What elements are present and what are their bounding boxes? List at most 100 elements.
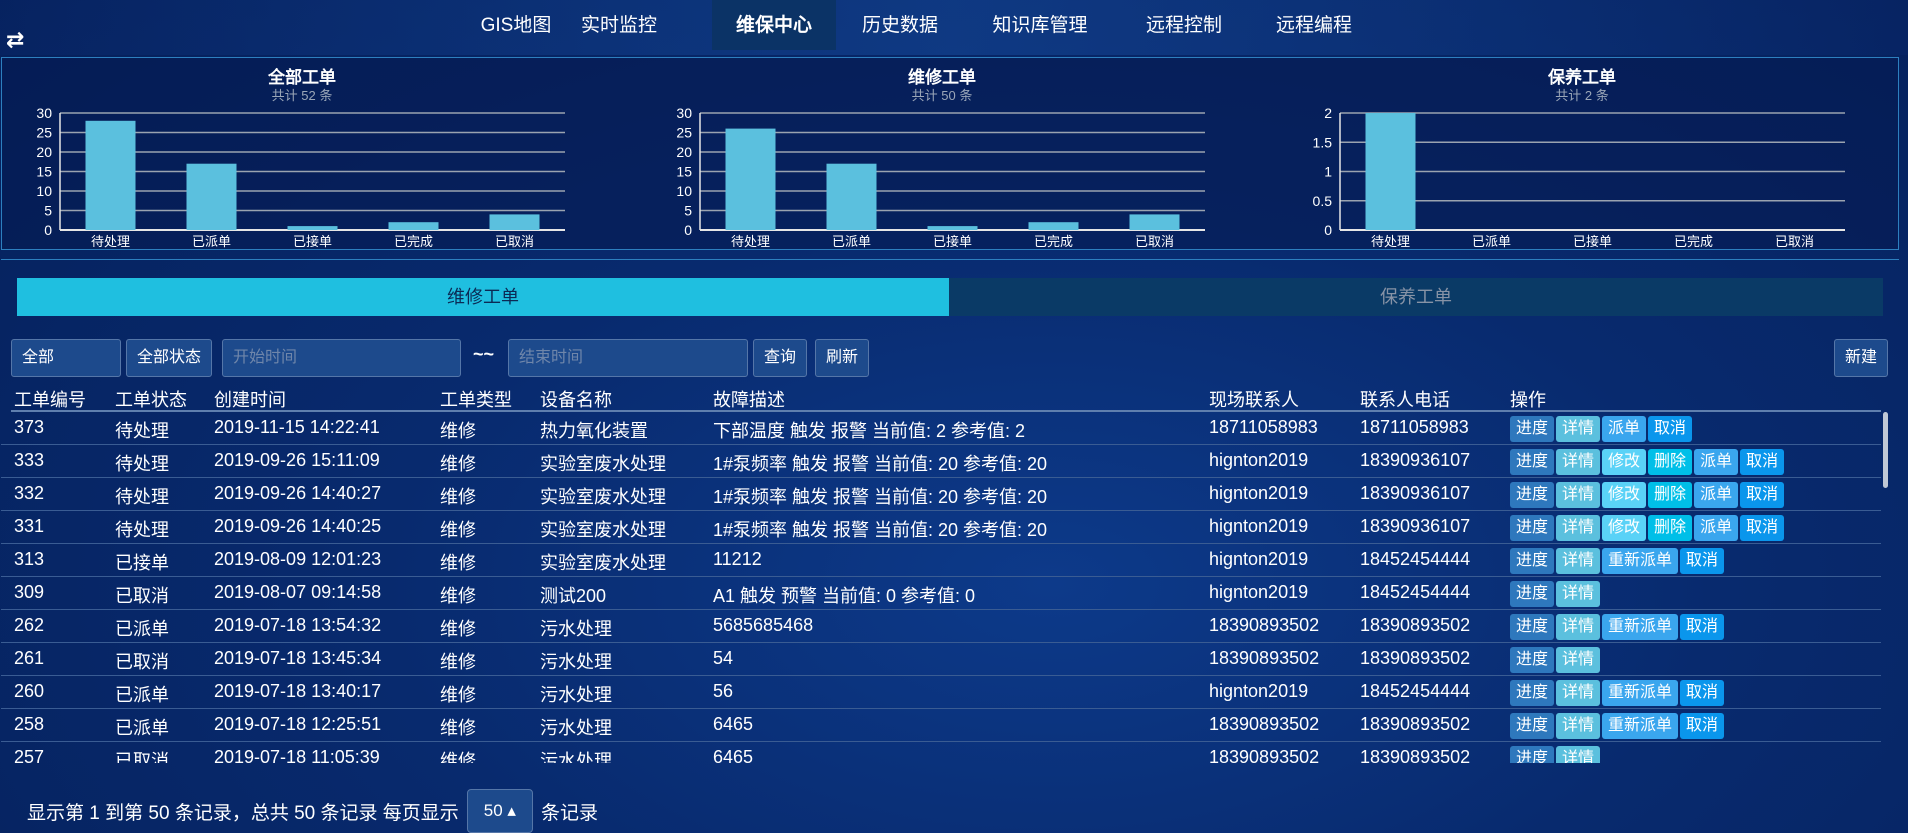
- action-button[interactable]: 进度: [1510, 449, 1555, 475]
- start-time-input[interactable]: 开始时间: [222, 339, 461, 377]
- bar: [1129, 214, 1180, 230]
- new-button[interactable]: 新建: [1834, 339, 1889, 377]
- nav-item[interactable]: 远程控制: [1145, 15, 1222, 36]
- work-order-panel: 维修工单 保养工单 全部 全部状态 开始时间 ~~ 结束时间 查询 刷新 新建 …: [1, 259, 1899, 833]
- type-select[interactable]: 全部: [11, 339, 121, 377]
- table-cell: 待处理: [115, 454, 169, 474]
- action-button[interactable]: 派单: [1694, 482, 1739, 508]
- action-button[interactable]: 取消: [1680, 614, 1725, 640]
- action-button[interactable]: 详情: [1556, 680, 1601, 706]
- action-button[interactable]: 修改: [1602, 515, 1647, 541]
- bar: [489, 214, 540, 230]
- table-cell: 实验室废水处理: [540, 553, 666, 573]
- action-button[interactable]: 派单: [1694, 515, 1739, 541]
- action-button[interactable]: 删除: [1648, 482, 1693, 508]
- end-time-input[interactable]: 结束时间: [508, 339, 748, 377]
- table-cell: 维修: [440, 421, 476, 441]
- y-tick-label: 25: [36, 125, 52, 141]
- table-cell: 已取消: [115, 652, 169, 672]
- action-button[interactable]: 取消: [1680, 713, 1725, 739]
- column-header: 工单类型: [440, 390, 512, 410]
- action-button[interactable]: 重新派单: [1602, 548, 1679, 574]
- nav-item[interactable]: 实时监控: [580, 15, 657, 36]
- action-button[interactable]: 详情: [1556, 713, 1601, 739]
- action-button[interactable]: 修改: [1602, 449, 1647, 475]
- row-actions: 进度 详情 重新派单 取消: [1510, 680, 1725, 706]
- scrollbar[interactable]: [1883, 412, 1888, 488]
- action-button[interactable]: 进度: [1510, 713, 1555, 739]
- action-button[interactable]: 取消: [1740, 515, 1785, 541]
- table-cell: 已派单: [115, 685, 169, 705]
- table-cell: 维修: [440, 718, 476, 738]
- action-button[interactable]: 取消: [1648, 416, 1693, 442]
- bar: [1028, 222, 1079, 230]
- table-cell: 18711058983: [1209, 417, 1318, 437]
- nav-item[interactable]: GIS地图: [480, 15, 552, 36]
- tab-repair[interactable]: 维修工单: [17, 278, 949, 316]
- action-button[interactable]: 取消: [1740, 482, 1785, 508]
- action-button[interactable]: 派单: [1694, 449, 1739, 475]
- y-tick-label: 5: [44, 203, 52, 219]
- action-button[interactable]: 取消: [1680, 548, 1725, 574]
- action-button[interactable]: 详情: [1556, 548, 1601, 574]
- table-cell: 污水处理: [540, 751, 612, 763]
- y-tick-label: 30: [36, 105, 52, 121]
- table-cell: 261: [14, 648, 45, 668]
- status-select[interactable]: 全部状态: [126, 339, 213, 377]
- action-button[interactable]: 进度: [1510, 416, 1555, 442]
- bar: [85, 120, 136, 230]
- action-button[interactable]: 详情: [1556, 647, 1601, 673]
- x-tick-label: 已接单: [1573, 234, 1612, 248]
- nav-item[interactable]: 历史数据: [861, 15, 938, 36]
- table-cell: 309: [14, 582, 45, 602]
- refresh-button[interactable]: 刷新: [815, 339, 870, 377]
- table-cell: 260: [14, 681, 45, 701]
- row-actions: 进度 详情 修改 删除 派单 取消: [1510, 482, 1785, 508]
- action-button[interactable]: 详情: [1556, 581, 1601, 607]
- action-button[interactable]: 进度: [1510, 515, 1555, 541]
- nav-item[interactable]: 远程编程: [1275, 15, 1352, 36]
- row-actions: 进度 详情: [1510, 647, 1601, 673]
- action-button[interactable]: 详情: [1556, 416, 1601, 442]
- table-cell: 56: [713, 681, 734, 701]
- action-button[interactable]: 详情: [1556, 449, 1601, 475]
- x-tick-label: 待处理: [731, 234, 770, 248]
- action-button[interactable]: 进度: [1510, 482, 1555, 508]
- action-button[interactable]: 取消: [1740, 449, 1785, 475]
- table-cell: 已接单: [115, 553, 169, 573]
- table-cell: 18390893502: [1209, 615, 1320, 635]
- table-cell: 已派单: [115, 619, 169, 639]
- tab-maintain[interactable]: 保养工单: [949, 278, 1883, 316]
- action-button[interactable]: 进度: [1510, 647, 1555, 673]
- nav-item[interactable]: 维保中心: [712, 0, 836, 50]
- y-tick-label: 5: [684, 203, 692, 219]
- action-button[interactable]: 进度: [1510, 581, 1555, 607]
- action-button[interactable]: 修改: [1602, 482, 1647, 508]
- query-button[interactable]: 查询: [753, 339, 808, 377]
- action-button[interactable]: 详情: [1556, 614, 1601, 640]
- action-button[interactable]: 取消: [1680, 680, 1725, 706]
- action-button[interactable]: 进度: [1510, 746, 1555, 763]
- action-button[interactable]: 删除: [1648, 515, 1693, 541]
- row-actions: 进度 详情: [1510, 746, 1601, 763]
- action-button[interactable]: 进度: [1510, 614, 1555, 640]
- action-button[interactable]: 详情: [1556, 482, 1601, 508]
- table-cell: 测试200: [540, 586, 607, 606]
- action-button[interactable]: 重新派单: [1602, 680, 1679, 706]
- row-actions: 进度 详情 派单 取消: [1510, 416, 1693, 442]
- table-cell: 18452454444: [1360, 549, 1471, 569]
- table-cell: 18390893502: [1360, 747, 1471, 763]
- table-cell: 维修: [440, 454, 476, 474]
- action-button[interactable]: 派单: [1602, 416, 1647, 442]
- action-button[interactable]: 进度: [1510, 548, 1555, 574]
- nav-item[interactable]: 知识库管理: [992, 15, 1088, 36]
- chart-repair: 维修工单 共计 50 条 0 5 10 15 20 25 30 待处理 已派单 已接单 已完成 已取消: [642, 58, 1242, 249]
- action-button[interactable]: 进度: [1510, 680, 1555, 706]
- action-button[interactable]: 重新派单: [1602, 713, 1679, 739]
- action-button[interactable]: 详情: [1556, 746, 1601, 763]
- swap-icon[interactable]: ⇄: [6, 27, 25, 52]
- action-button[interactable]: 删除: [1648, 449, 1693, 475]
- page-size-select[interactable]: 50 ▴: [466, 789, 533, 833]
- action-button[interactable]: 详情: [1556, 515, 1601, 541]
- action-button[interactable]: 重新派单: [1602, 614, 1679, 640]
